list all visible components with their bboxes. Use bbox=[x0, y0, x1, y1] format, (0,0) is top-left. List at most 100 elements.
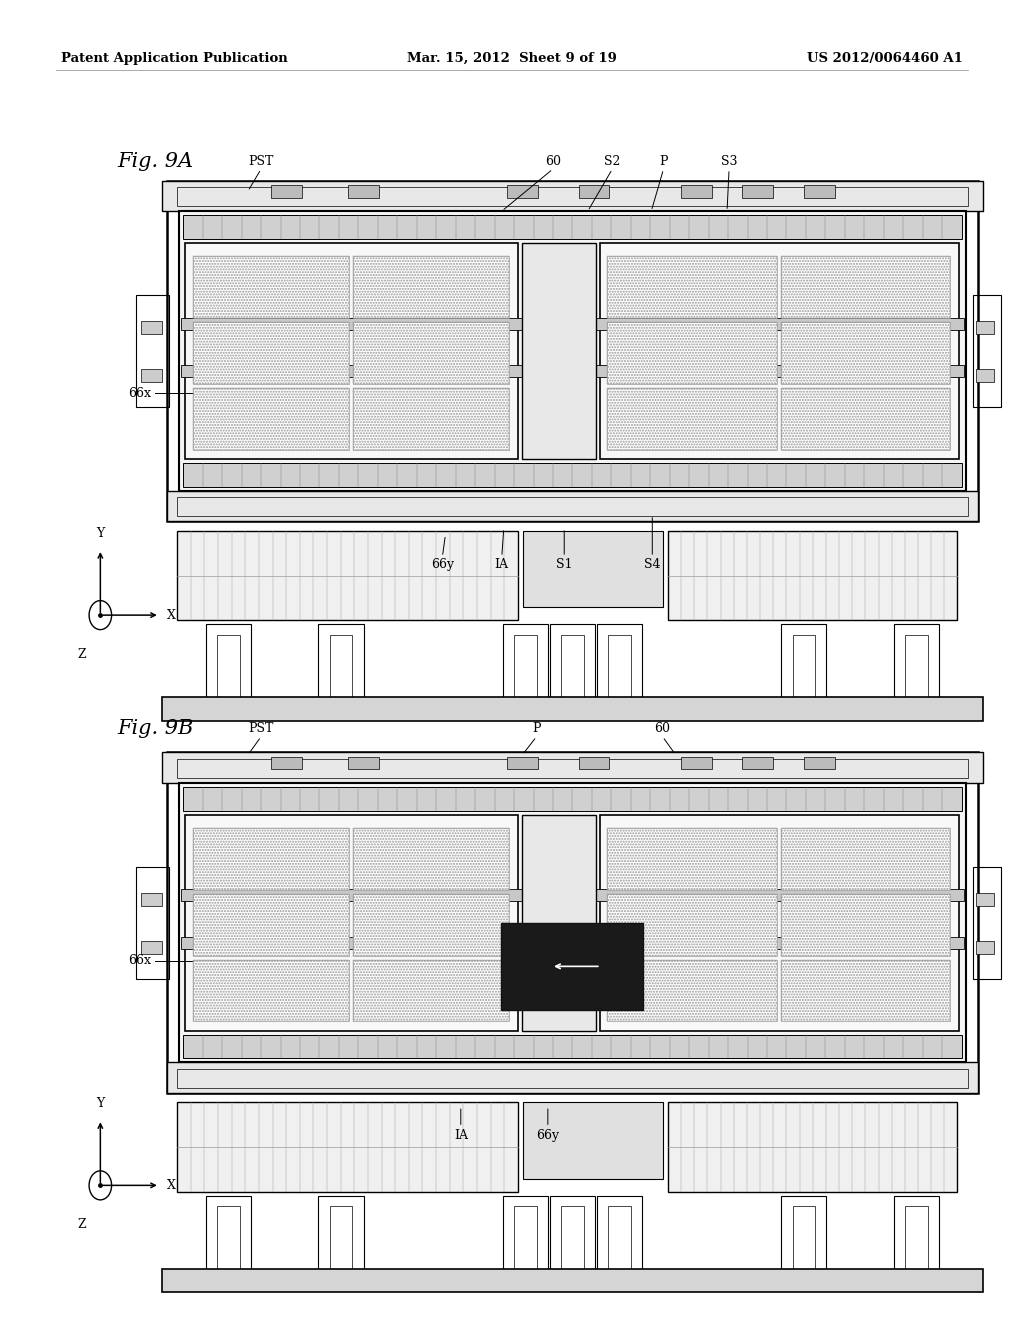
Text: S4: S4 bbox=[644, 558, 660, 572]
Bar bbox=[668, 531, 957, 620]
Text: Z: Z bbox=[78, 1218, 86, 1232]
Bar bbox=[976, 321, 994, 334]
Bar bbox=[271, 185, 302, 198]
Bar bbox=[503, 624, 548, 697]
Bar bbox=[780, 388, 950, 450]
Bar bbox=[352, 388, 509, 450]
Text: S3: S3 bbox=[721, 154, 737, 168]
Bar bbox=[330, 635, 352, 697]
Bar bbox=[206, 1196, 251, 1269]
Bar bbox=[348, 185, 379, 198]
Bar bbox=[607, 388, 776, 450]
Bar bbox=[352, 894, 509, 956]
Bar bbox=[503, 1196, 548, 1269]
Bar bbox=[607, 256, 776, 318]
Bar bbox=[193, 256, 348, 318]
Bar bbox=[167, 491, 978, 521]
Bar bbox=[193, 256, 348, 318]
Bar bbox=[177, 498, 968, 516]
Bar bbox=[561, 1206, 584, 1269]
Bar bbox=[681, 185, 712, 198]
Bar bbox=[607, 828, 776, 890]
Bar bbox=[136, 296, 169, 407]
Bar bbox=[185, 243, 518, 459]
Bar bbox=[352, 388, 509, 450]
Bar bbox=[514, 635, 537, 697]
Bar bbox=[177, 1102, 518, 1192]
Bar bbox=[607, 388, 776, 450]
Bar bbox=[597, 1196, 642, 1269]
Bar bbox=[550, 1196, 595, 1269]
Bar bbox=[781, 1196, 826, 1269]
Bar bbox=[193, 322, 348, 384]
Text: X: X bbox=[167, 609, 176, 622]
Bar bbox=[780, 894, 950, 956]
Bar bbox=[607, 828, 776, 890]
Bar bbox=[804, 185, 835, 198]
Bar bbox=[193, 828, 348, 890]
Bar bbox=[780, 960, 950, 1022]
Bar bbox=[193, 894, 348, 956]
Bar bbox=[976, 892, 994, 906]
Bar bbox=[780, 256, 950, 318]
Bar bbox=[162, 181, 983, 211]
Text: 60: 60 bbox=[545, 154, 561, 168]
Bar bbox=[607, 960, 776, 1022]
Bar bbox=[607, 894, 776, 956]
Text: IA: IA bbox=[495, 558, 509, 572]
Text: 66y: 66y bbox=[537, 1129, 559, 1142]
Bar bbox=[183, 787, 962, 810]
Bar bbox=[600, 814, 959, 1031]
Bar bbox=[561, 635, 584, 697]
Bar bbox=[141, 370, 162, 383]
Bar bbox=[780, 322, 950, 384]
Bar bbox=[352, 960, 509, 1022]
Text: Fig. 9A: Fig. 9A bbox=[118, 152, 194, 170]
Bar bbox=[742, 185, 773, 198]
Bar bbox=[804, 756, 835, 770]
Bar bbox=[167, 181, 978, 521]
Bar bbox=[206, 624, 251, 697]
Bar bbox=[352, 828, 509, 890]
Bar bbox=[352, 960, 509, 1022]
Bar bbox=[502, 923, 643, 1010]
Bar bbox=[780, 322, 950, 384]
Bar bbox=[522, 814, 596, 1031]
Bar bbox=[177, 1069, 968, 1088]
Text: X: X bbox=[167, 1179, 176, 1192]
Bar bbox=[141, 892, 162, 906]
Bar bbox=[780, 828, 950, 890]
Bar bbox=[141, 321, 162, 334]
Text: Y: Y bbox=[96, 1097, 104, 1110]
Bar bbox=[523, 531, 663, 607]
Bar bbox=[608, 1206, 631, 1269]
Bar bbox=[217, 635, 240, 697]
Bar bbox=[523, 1102, 663, 1179]
Bar bbox=[352, 256, 509, 318]
Bar bbox=[608, 635, 631, 697]
Bar bbox=[742, 756, 773, 770]
Bar bbox=[167, 752, 978, 1093]
Bar bbox=[162, 752, 983, 783]
Bar bbox=[183, 215, 962, 239]
Bar bbox=[136, 867, 169, 978]
Bar bbox=[780, 828, 950, 890]
Bar bbox=[352, 894, 509, 956]
Bar bbox=[193, 322, 348, 384]
Text: 66x: 66x bbox=[129, 387, 152, 400]
Bar bbox=[162, 1269, 983, 1292]
Text: PST: PST bbox=[249, 154, 273, 168]
Bar bbox=[179, 783, 966, 1063]
Bar bbox=[352, 256, 509, 318]
Bar bbox=[780, 894, 950, 956]
Bar bbox=[579, 756, 609, 770]
Bar bbox=[793, 635, 815, 697]
Bar bbox=[668, 1102, 957, 1192]
Bar bbox=[507, 756, 538, 770]
Bar bbox=[193, 960, 348, 1022]
Bar bbox=[780, 256, 950, 318]
Bar bbox=[330, 1206, 352, 1269]
Bar bbox=[514, 1206, 537, 1269]
Bar bbox=[607, 894, 776, 956]
Text: S2: S2 bbox=[604, 154, 621, 168]
